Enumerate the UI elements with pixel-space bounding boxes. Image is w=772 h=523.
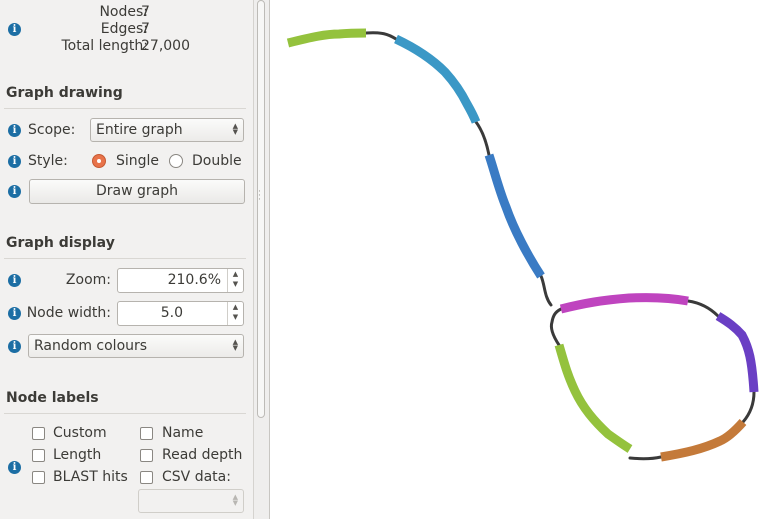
node[interactable] <box>660 418 747 462</box>
scrollbar-thumb[interactable] <box>257 0 265 418</box>
info-icon[interactable]: i <box>8 23 21 36</box>
csv-column-select: ▲ ▼ <box>138 489 244 513</box>
node[interactable] <box>559 293 689 314</box>
info-icon[interactable]: i <box>8 307 21 320</box>
node-width-value: 5.0 <box>160 305 183 321</box>
combo-arrows-icon: ▲ ▼ <box>232 122 238 136</box>
combo-arrows-icon: ▲ ▼ <box>232 493 238 507</box>
node[interactable] <box>715 312 759 393</box>
custom-checkbox[interactable] <box>32 427 45 440</box>
colour-scheme-value: Random colours <box>34 338 148 354</box>
node[interactable] <box>286 28 367 48</box>
total-length-value: 27,000 <box>141 38 190 54</box>
edges-value: 7 <box>141 21 150 37</box>
divider <box>4 258 246 259</box>
scope-label: Scope: <box>28 122 76 138</box>
settings-panel: i Nodes: 7 Edges: 7 Total length: 27,000… <box>0 0 253 519</box>
node[interactable] <box>484 153 545 279</box>
draw-graph-button[interactable]: Draw graph <box>29 179 245 204</box>
info-icon[interactable]: i <box>8 274 21 287</box>
radio-double[interactable] <box>169 154 183 168</box>
length-label[interactable]: Length <box>53 447 102 463</box>
edge <box>474 120 491 157</box>
zoom-value: 210.6% <box>167 272 221 288</box>
style-double-label[interactable]: Double <box>192 153 242 169</box>
edge <box>686 299 720 318</box>
node-width-spinbox[interactable]: 5.0 ▲ ▼ <box>117 301 244 326</box>
name-checkbox[interactable] <box>140 427 153 440</box>
splitter-grip-icon[interactable]: · · · <box>258 187 261 205</box>
info-icon[interactable]: i <box>8 124 21 137</box>
edge <box>539 274 553 307</box>
spin-arrows-icon[interactable]: ▲ ▼ <box>227 269 243 292</box>
custom-label[interactable]: Custom <box>53 425 107 441</box>
node-width-label: Node width: <box>26 305 111 321</box>
sidebar-scrollbar[interactable] <box>255 0 267 519</box>
zoom-label: Zoom: <box>65 272 111 288</box>
info-icon[interactable]: i <box>8 185 21 198</box>
spin-arrows-icon[interactable]: ▲ ▼ <box>227 302 243 325</box>
edge <box>364 31 398 41</box>
divider <box>4 413 246 414</box>
csv-data-checkbox[interactable] <box>140 471 153 484</box>
edge <box>628 455 663 461</box>
blast-hits-checkbox[interactable] <box>32 471 45 484</box>
node[interactable] <box>554 343 633 453</box>
graph-nodes <box>286 28 759 462</box>
style-single-label[interactable]: Single <box>116 153 160 169</box>
graph-canvas[interactable] <box>270 0 772 519</box>
radio-single[interactable] <box>92 154 106 168</box>
length-checkbox[interactable] <box>32 449 45 462</box>
read-depth-checkbox[interactable] <box>140 449 153 462</box>
node[interactable] <box>394 34 481 124</box>
zoom-spinbox[interactable]: 210.6% ▲ ▼ <box>117 268 244 293</box>
scope-value: Entire graph <box>96 122 183 138</box>
name-label[interactable]: Name <box>162 425 204 441</box>
edge <box>741 390 756 424</box>
total-length-label: Total length: <box>61 38 149 54</box>
nodes-label: Nodes: <box>99 4 148 20</box>
csv-data-label[interactable]: CSV data: <box>162 469 231 485</box>
edges-label: Edges: <box>100 21 148 37</box>
edge <box>549 307 563 347</box>
node-labels-heading: Node labels <box>6 390 99 406</box>
info-icon[interactable]: i <box>8 461 21 474</box>
blast-hits-label[interactable]: BLAST hits <box>53 469 128 485</box>
graph-display-heading: Graph display <box>6 235 115 251</box>
scope-select[interactable]: Entire graph ▲ ▼ <box>90 118 244 142</box>
info-icon[interactable]: i <box>8 340 21 353</box>
graph-drawing-heading: Graph drawing <box>6 85 123 101</box>
combo-arrows-icon: ▲ ▼ <box>232 338 238 352</box>
colour-scheme-select[interactable]: Random colours ▲ ▼ <box>28 334 244 358</box>
nodes-value: 7 <box>141 4 150 20</box>
graph-edges <box>364 31 756 461</box>
info-icon[interactable]: i <box>8 155 21 168</box>
read-depth-label[interactable]: Read depth <box>162 447 243 463</box>
style-label: Style: <box>28 153 68 169</box>
divider <box>4 108 246 109</box>
graph-drawing[interactable] <box>270 0 772 519</box>
